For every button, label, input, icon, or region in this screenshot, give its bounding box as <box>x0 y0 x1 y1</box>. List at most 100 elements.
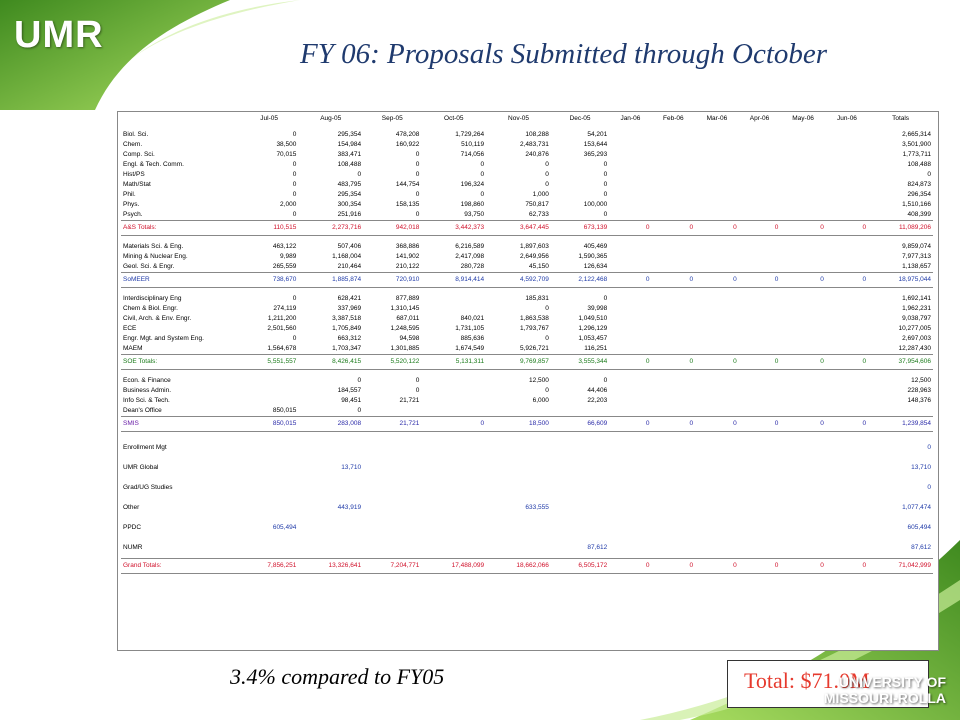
section-total-row: SOE Totals: 5,551,557 8,426,415 5,520,122 5,… <box>121 354 933 370</box>
table-cell <box>652 376 696 386</box>
table-cell: 160,922 <box>395 141 420 148</box>
table-cell <box>826 324 868 334</box>
table-cell <box>739 130 781 140</box>
table-cell <box>739 538 781 559</box>
table-cell: 283,008 <box>298 416 364 432</box>
table-cell <box>609 130 651 140</box>
university-logo-line1: UNIVERSITY OF <box>838 674 946 690</box>
table-row: Biol. Sci. 0 295,354 478,208 1,729,264 108,28… <box>121 130 933 140</box>
table-cell <box>780 438 826 458</box>
table-cell <box>826 200 868 210</box>
table-cell <box>695 294 739 304</box>
table-cell: 0 <box>695 416 739 432</box>
table-cell: 1,239,854 <box>868 416 933 432</box>
row-label: SMIS <box>121 416 240 432</box>
table-cell <box>421 294 486 304</box>
table-cell <box>826 262 868 273</box>
table-cell <box>609 478 651 498</box>
table-cell <box>826 376 868 386</box>
table-cell <box>780 262 826 273</box>
table-cell <box>652 190 696 200</box>
table-cell <box>695 160 739 170</box>
table-cell: 5,520,122 <box>363 354 422 370</box>
table-cell: 295,354 <box>337 191 362 198</box>
table-cell: 9,989 <box>280 253 297 260</box>
table-cell: 3,442,373 <box>421 220 487 236</box>
table-cell: 0 <box>292 131 297 138</box>
table-cell: 2,501,560 <box>267 325 297 332</box>
table-cell <box>826 150 868 160</box>
table-cell <box>695 406 739 417</box>
table-cell: 0 <box>603 171 608 178</box>
table-cell: 10,277,005 <box>898 325 931 332</box>
table-cell: 0 <box>738 354 781 370</box>
table-cell: 0 <box>695 558 739 574</box>
column-header: Dec-05 <box>569 115 591 122</box>
table-cell <box>609 200 651 210</box>
table-cell: 0 <box>480 171 485 178</box>
table-cell: 1,510,166 <box>902 201 931 208</box>
table-cell <box>609 406 651 417</box>
table-cell <box>298 538 363 559</box>
row-label: Psych. <box>123 211 143 218</box>
table-cell <box>780 518 826 538</box>
table-cell <box>780 150 826 160</box>
table-cell <box>609 376 651 386</box>
table-cell <box>486 538 551 559</box>
table-cell: 2,000 <box>280 201 297 208</box>
table-cell <box>652 396 696 406</box>
table-cell <box>780 140 826 150</box>
table-cell: 408,399 <box>907 211 932 218</box>
row-label: Grad/UG Studies <box>123 484 173 491</box>
table-cell: 100,000 <box>583 201 608 208</box>
table-cell: 0 <box>292 335 297 342</box>
table-cell: 0 <box>415 211 420 218</box>
table-cell <box>486 438 551 458</box>
table-cell: 0 <box>357 171 362 178</box>
table-cell: 0 <box>480 191 485 198</box>
table-cell: 0 <box>609 272 652 288</box>
table-cell: 11,089,206 <box>868 220 933 236</box>
table-cell: 54,201 <box>587 131 608 138</box>
table-cell: 21,721 <box>399 397 420 404</box>
table-cell: 66,609 <box>550 416 610 432</box>
table-cell <box>695 376 739 386</box>
table-cell: 185,831 <box>525 295 549 302</box>
table-cell <box>780 190 826 200</box>
table-cell <box>695 344 739 355</box>
table-cell: 850,015 <box>272 407 297 414</box>
table-cell: 383,471 <box>337 151 362 158</box>
table-cell: 7,856,251 <box>240 558 299 574</box>
table-cell <box>240 458 298 478</box>
table-cell: 0 <box>292 191 297 198</box>
table-cell: 5,131,311 <box>421 354 487 370</box>
table-cell <box>739 294 781 304</box>
table-cell <box>609 344 651 355</box>
table-cell <box>609 210 651 221</box>
table-cell <box>739 304 781 314</box>
table-cell <box>609 458 651 478</box>
table-cell: 6,216,589 <box>455 243 485 250</box>
table-cell: 0 <box>545 335 549 342</box>
table-cell <box>739 242 781 252</box>
table-cell: 0 <box>780 220 826 236</box>
table-cell: 198,860 <box>460 201 485 208</box>
table-cell: 158,135 <box>395 201 420 208</box>
table-cell <box>363 498 421 518</box>
table-cell <box>695 518 739 538</box>
table-cell: 628,421 <box>337 295 362 302</box>
table-cell: 687,011 <box>396 315 420 322</box>
table-cell: 71,042,999 <box>868 558 933 574</box>
table-cell <box>551 458 609 478</box>
row-label: Other <box>123 504 140 511</box>
table-cell <box>695 180 739 190</box>
section-total-row: SMIS 850,015 283,008 21,721 0 18,500 66,609 0 0 0… <box>121 416 933 432</box>
table-cell: 8,426,415 <box>298 354 364 370</box>
table-cell <box>652 344 696 355</box>
comparison-note: 3.4% compared to FY05 <box>230 664 445 689</box>
table-cell: 13,710 <box>341 464 362 471</box>
table-cell <box>551 478 609 498</box>
table-row: Grad/UG Studies 0 <box>121 478 933 498</box>
table-cell: 1,793,767 <box>519 325 549 332</box>
table-row: Business Admin. 184,557 0 0 44,406 228,963 <box>121 386 933 396</box>
